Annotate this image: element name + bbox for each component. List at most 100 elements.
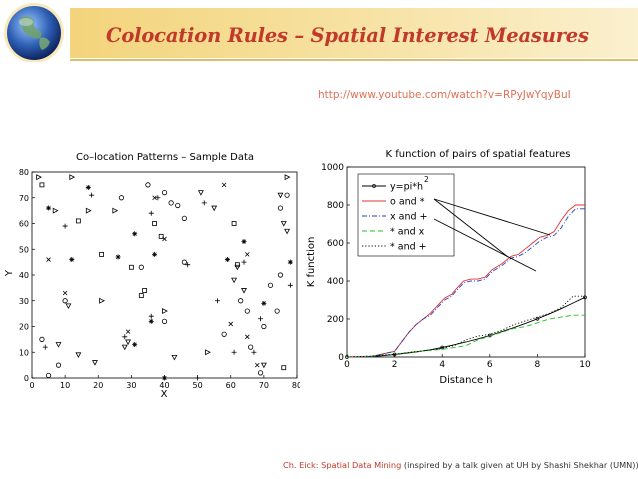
scatter-x-tick-label: 60: [226, 381, 236, 390]
scatter-point: [215, 298, 220, 304]
scatter-point: [258, 316, 264, 322]
scatter-point: [231, 277, 238, 284]
scatter-point: [85, 184, 91, 190]
scatter-x-tick-label: 0: [29, 381, 34, 390]
scatter-point: [245, 334, 250, 340]
scatter-point: [55, 362, 62, 368]
scatter-point: [65, 303, 72, 310]
scatter-point: [197, 190, 204, 196]
k-y-ticks: 0 200 400 600 800 1000: [321, 163, 350, 363]
scatter-axes: [31, 171, 298, 379]
scatter-point: [287, 282, 293, 288]
k-x-tick-label: 2: [392, 360, 398, 370]
scatter-point: [287, 259, 293, 265]
k-y-tick-label: 400: [327, 277, 344, 287]
k-x-tick-label: 10: [579, 360, 591, 370]
k-axes: [346, 166, 586, 358]
scatter-point: [231, 349, 237, 355]
scatter-marks: [36, 174, 293, 381]
k-legend-label: o and *: [390, 197, 425, 208]
scatter-point: [46, 205, 52, 211]
scatter-point: [132, 231, 138, 237]
scatter-point: [195, 375, 201, 381]
scatter-y-tick-label: 10: [19, 348, 29, 357]
k-legend-superscript: 2: [424, 175, 429, 184]
scatter-point: [69, 174, 76, 181]
scatter-point: [45, 372, 52, 379]
scatter-point: [145, 182, 151, 188]
scatter-point: [42, 344, 48, 350]
footer-note: (inspired by a talk given at UH by Shash…: [401, 460, 638, 470]
scatter-point: [52, 207, 59, 214]
scatter-point: [36, 174, 43, 181]
scatter-point: [125, 329, 131, 334]
k-legend: y=pi*h o and * x and + * and x * and + 2: [357, 173, 455, 257]
scatter-point: [261, 300, 267, 306]
k-y-tick-label: 800: [327, 201, 344, 211]
k-series-line: [346, 208, 585, 358]
scatter-point: [260, 362, 267, 369]
scatter-point: [267, 282, 274, 288]
scatter-point: [138, 264, 144, 270]
scatter-point: [152, 195, 157, 201]
scatter-point: [99, 252, 104, 257]
scatter-point: [221, 182, 227, 188]
scatter-point: [142, 288, 148, 293]
scatter-point: [121, 344, 128, 351]
scatter-y-tick-label: 70: [19, 194, 29, 203]
k-x-label: Distance h: [439, 375, 492, 385]
scatter-point: [181, 259, 187, 265]
k-series-marker: [392, 352, 397, 357]
k-annotation-arrows: [433, 198, 551, 272]
k-y-label: K function: [306, 237, 317, 288]
scatter-point: [69, 257, 75, 263]
k-x-tick-label: 8: [535, 360, 541, 370]
scatter-point: [241, 288, 247, 294]
k-legend-label: x and +: [390, 212, 428, 223]
scatter-point: [162, 236, 167, 242]
scatter-point: [224, 257, 230, 263]
scatter-point: [261, 323, 267, 330]
scatter-point: [234, 262, 240, 268]
globe-icon: [4, 3, 64, 62]
scatter-point: [171, 355, 178, 361]
scatter-point: [201, 200, 207, 206]
k-legend-label: * and +: [390, 242, 427, 253]
scatter-point: [125, 339, 132, 346]
scatter-point: [248, 344, 254, 350]
scatter-point: [231, 221, 237, 226]
scatter-point: [245, 252, 250, 257]
scatter-point: [284, 228, 291, 235]
scatter-point: [148, 318, 154, 324]
scatter-point: [118, 195, 125, 201]
k-x-ticks: 0 2 4 6 8 10: [344, 354, 591, 370]
k-title: K function of pairs of spatial features: [386, 149, 571, 160]
scatter-point: [75, 352, 82, 358]
k-legend-label: * and x: [390, 227, 425, 238]
scatter-point: [185, 262, 191, 268]
scatter-point: [115, 254, 121, 260]
k-legend-marker: [372, 184, 376, 188]
scatter-point: [128, 264, 134, 270]
scatter-point: [254, 362, 260, 368]
scatter-y-ticks: 0 10 20 30 40 50 60 70 80: [19, 168, 35, 383]
scatter-x-ticks: 0 10 20 30 40 50 60 70 80: [29, 375, 300, 390]
k-x-tick-label: 6: [487, 360, 493, 370]
scatter-point: [280, 221, 287, 227]
scatter-chart: Co–location Patterns – Sample Data 0 10 20…: [4, 152, 300, 398]
scatter-point: [89, 192, 95, 198]
scatter-point: [112, 207, 119, 214]
scatter-x-tick-label: 20: [93, 381, 103, 390]
scatter-point: [39, 336, 45, 342]
scatter-point: [274, 308, 280, 314]
scatter-point: [277, 205, 284, 211]
scatter-point: [281, 365, 287, 371]
scatter-point: [181, 215, 187, 221]
scatter-title: Co–location Patterns – Sample Data: [76, 152, 254, 163]
video-link[interactable]: http://www.youtube.com/watch?v=RPyJwYqyB…: [318, 89, 571, 101]
scatter-point: [277, 192, 284, 199]
scatter-point: [46, 257, 51, 262]
scatter-point: [161, 318, 168, 324]
scatter-point: [205, 349, 211, 356]
scatter-point: [241, 259, 247, 265]
